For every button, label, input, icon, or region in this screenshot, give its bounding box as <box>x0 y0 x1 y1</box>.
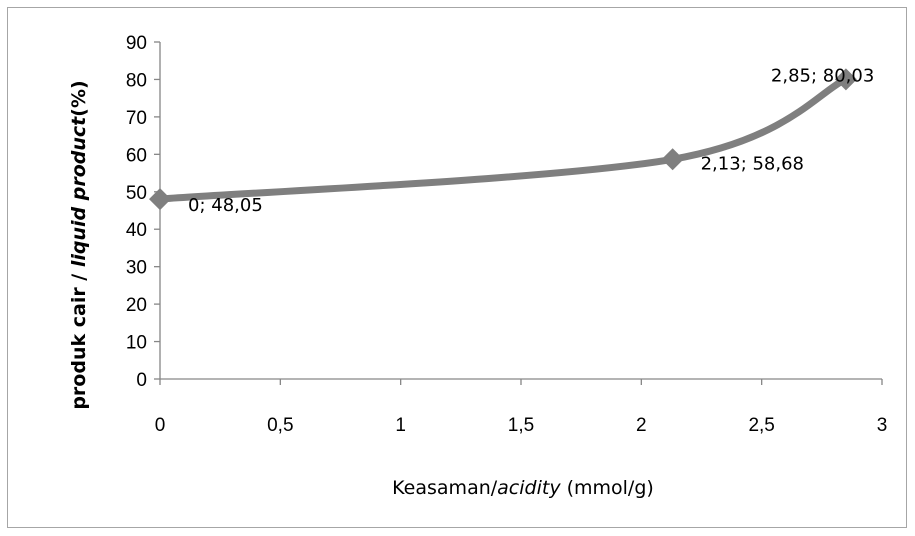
y-tick-label: 70 <box>126 108 147 129</box>
chart-frame <box>7 7 907 528</box>
x-tick-label: 1 <box>395 415 406 436</box>
markers <box>149 68 857 211</box>
x-tick-label: 3 <box>877 415 888 436</box>
tick-labels: 0 10 20 30 40 50 60 70 80 90 0 0,5 1 1,5 2 2,5 3 <box>126 33 887 436</box>
x-tick-label: 0 <box>155 415 166 436</box>
data-point-marker <box>149 188 171 211</box>
y-tick-label: 40 <box>126 220 147 241</box>
data-point-marker <box>834 68 857 91</box>
x-tick-label: 2 <box>636 415 647 436</box>
data-label: 2,13; 58,68 <box>701 153 804 174</box>
x-tick-label: 0,5 <box>267 415 293 436</box>
y-tick-label: 80 <box>126 70 147 91</box>
y-axis-label-part3: (%) <box>68 80 90 116</box>
y-axis-label-part2: liquid product <box>68 116 90 267</box>
y-tick-label: 30 <box>126 258 147 279</box>
y-tick-label: 60 <box>126 145 147 166</box>
y-tick-label: 50 <box>126 183 147 204</box>
y-axis-label-part1: produk cair / <box>68 267 90 410</box>
x-axis-label-part3: (mmol/g) <box>561 477 654 499</box>
y-tick-label: 10 <box>126 333 147 354</box>
y-tick-label: 90 <box>126 33 147 54</box>
series-line <box>156 75 850 203</box>
data-point-marker <box>661 148 684 171</box>
y-tick-label: 20 <box>126 295 147 316</box>
data-label: 0; 48,05 <box>188 195 263 216</box>
y-axis-label: produk cair / liquid product(%) <box>68 80 90 409</box>
data-label: 2,85; 80,03 <box>771 65 874 86</box>
data-labels: 0; 48,05 2,13; 58,68 2,85; 80,03 <box>188 65 874 216</box>
axes <box>154 41 883 385</box>
x-tick-label: 1,5 <box>508 415 534 436</box>
x-axis-label-part1: Keasaman/ <box>392 477 498 499</box>
y-tick-label: 0 <box>136 370 147 391</box>
x-axis-label-part2: acidity <box>497 477 561 499</box>
x-tick-label: 2,5 <box>748 415 774 436</box>
x-axis-label: Keasaman/acidity (mmol/g) <box>392 477 654 499</box>
